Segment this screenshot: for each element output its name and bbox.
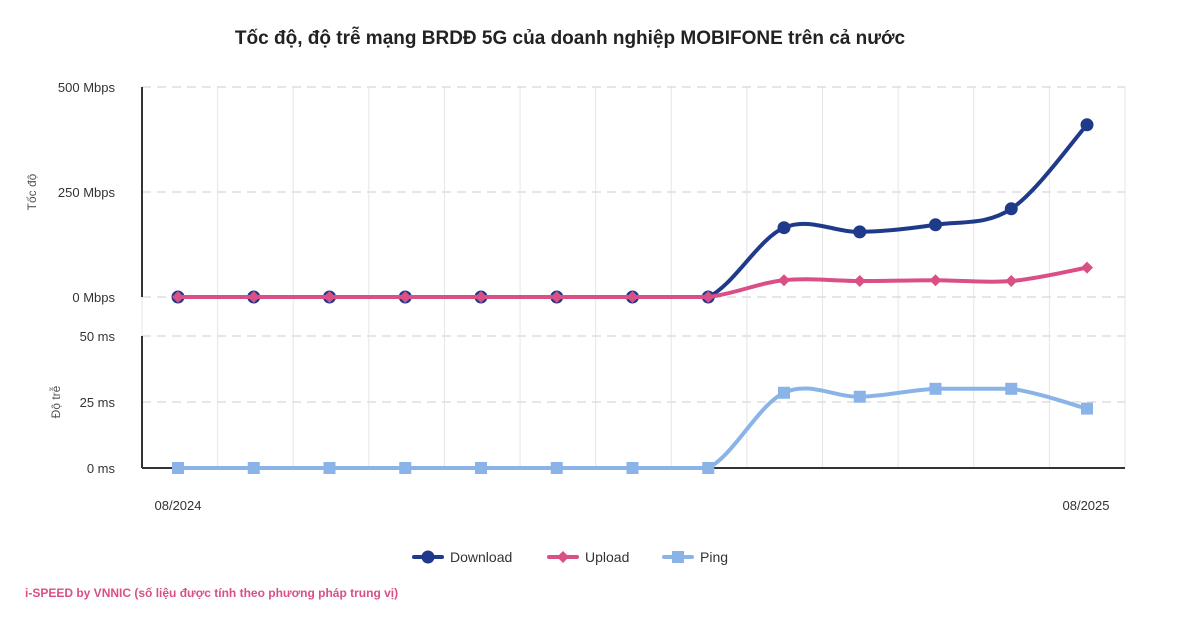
axes — [141, 87, 1125, 469]
data-point-upload — [399, 291, 412, 303]
legend-marker-upload — [557, 551, 569, 563]
data-point-download — [777, 221, 791, 235]
data-point-ping — [626, 462, 639, 474]
data-point-ping — [1005, 382, 1018, 395]
data-point-download — [929, 218, 942, 232]
y-tick-label: 50 ms — [80, 329, 116, 344]
data-point-upload — [929, 274, 942, 287]
legend-label-download: Download — [450, 549, 512, 565]
data-point-upload — [778, 274, 790, 287]
chart-title: Tốc độ, độ trễ mạng BRDĐ 5G của doanh ng… — [234, 28, 906, 49]
y-tick-label: 0 ms — [87, 461, 116, 476]
y-axis-title: Độ trễ — [48, 385, 63, 418]
data-point-ping — [778, 386, 790, 399]
legend-marker-download — [421, 550, 435, 564]
data-point-upload — [172, 291, 184, 303]
legend-marker-ping — [672, 551, 684, 563]
data-point-download — [1080, 118, 1094, 132]
data-point-download — [853, 225, 867, 239]
y-tick-label: 0 Mbps — [72, 290, 115, 305]
y-tick-label: 250 Mbps — [58, 185, 116, 200]
legend: Download Upload Ping — [412, 549, 728, 565]
data-point-ping — [247, 462, 260, 474]
x-tick-label: 08/2025 — [1063, 498, 1110, 513]
data-point-ping — [853, 390, 866, 403]
data-point-ping — [550, 462, 563, 474]
data-point-upload — [702, 291, 715, 303]
x-tick-label: 08/2024 — [155, 498, 202, 513]
series-layer — [171, 118, 1094, 474]
footer-credit: i-SPEED by VNNIC (số liệu được tính theo… — [25, 586, 399, 600]
legend-label-ping: Ping — [700, 549, 728, 565]
data-point-ping — [702, 462, 715, 474]
data-point-ping — [172, 462, 184, 474]
data-point-upload — [626, 291, 639, 303]
data-point-download — [1004, 202, 1018, 216]
data-point-ping — [323, 462, 336, 474]
series-line-download — [176, 122, 1089, 299]
data-point-ping — [1081, 402, 1093, 415]
data-point-ping — [929, 382, 942, 395]
y-tick-label: 500 Mbps — [58, 80, 116, 95]
data-point-upload — [475, 291, 487, 303]
data-point-upload — [550, 291, 563, 303]
data-point-upload — [323, 291, 336, 303]
series-line-ping — [176, 386, 1089, 471]
data-point-upload — [853, 275, 866, 288]
data-point-ping — [475, 462, 487, 474]
legend-label-upload: Upload — [585, 549, 629, 565]
y-axis-title: Tốc độ — [25, 173, 39, 210]
data-point-upload — [247, 291, 260, 303]
grid-lines — [141, 86, 1126, 469]
y-tick-label: 25 ms — [80, 395, 116, 410]
axis-labels: 0 Mbps 250 Mbps 500 Mbps Tốc độ 0 ms 25 ms 50 … — [25, 80, 1110, 513]
data-point-upload — [1081, 261, 1093, 274]
data-point-upload — [1005, 275, 1018, 288]
data-point-ping — [399, 462, 412, 474]
